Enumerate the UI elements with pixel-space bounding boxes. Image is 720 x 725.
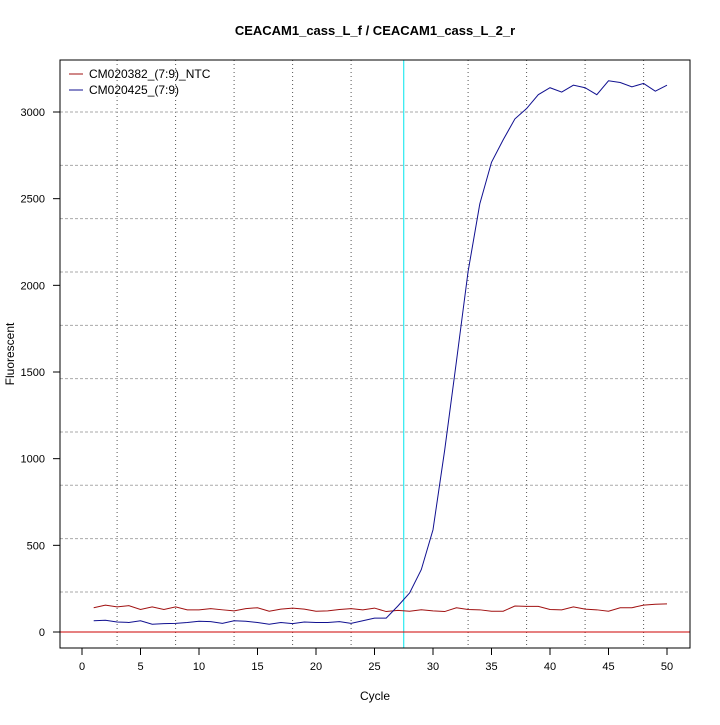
plot-frame <box>59 59 691 649</box>
series-line-0 <box>93 603 668 613</box>
legend: CM020382_(7:9)_NTC CM020425_(7:9) <box>69 67 211 97</box>
series-line-1 <box>93 80 668 625</box>
x-tick-label: 10 <box>193 661 205 673</box>
x-tick-label: 35 <box>485 661 497 673</box>
y-tick-label: 2000 <box>21 280 45 292</box>
x-axis: 0 5 10 15 20 25 30 35 40 45 50 <box>79 647 673 673</box>
x-tick-label: 30 <box>427 661 439 673</box>
x-tick-label: 5 <box>137 661 143 673</box>
chart-title: CEACAM1_cass_L_f / CEACAM1_cass_L_2_r <box>235 23 515 38</box>
y-axis: 0 500 1000 1500 2000 2500 3000 <box>21 107 60 639</box>
x-tick-label: 40 <box>544 661 556 673</box>
y-axis-label: Fluorescent <box>3 322 17 385</box>
x-tick-label: 15 <box>251 661 263 673</box>
x-tick-label: 20 <box>310 661 322 673</box>
y-tick-label: 1000 <box>21 454 45 466</box>
x-tick-label: 25 <box>368 661 380 673</box>
y-tick-label: 0 <box>39 627 45 639</box>
y-tick-label: 3000 <box>21 107 45 119</box>
legend-label-ntc: CM020382_(7:9)_NTC <box>89 67 211 81</box>
x-tick-label: 45 <box>602 661 614 673</box>
x-tick-label: 0 <box>79 661 85 673</box>
grid <box>60 60 690 648</box>
x-axis-label: Cycle <box>360 689 390 703</box>
y-tick-label: 1500 <box>21 367 45 379</box>
x-tick-label: 50 <box>661 661 673 673</box>
plot-marks <box>60 80 690 633</box>
y-tick-label: 500 <box>27 540 45 552</box>
legend-label-sample: CM020425_(7:9) <box>89 83 179 97</box>
y-tick-label: 2500 <box>21 194 45 206</box>
